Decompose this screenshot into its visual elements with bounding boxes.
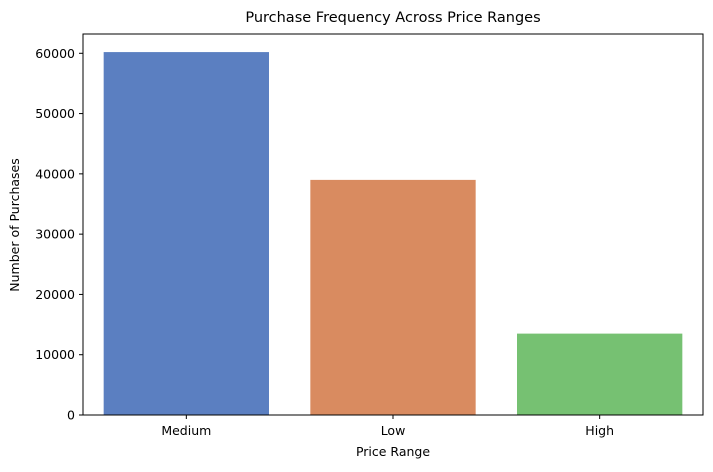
y-tick-label: 0 — [67, 408, 75, 423]
bar-medium — [103, 52, 270, 415]
y-tick-label: 20000 — [35, 287, 75, 302]
bar-high — [517, 333, 683, 415]
chart-title: Purchase Frequency Across Price Ranges — [245, 10, 540, 26]
y-tick-label: 30000 — [35, 227, 75, 242]
y-tick-label: 50000 — [35, 106, 75, 121]
plot-frame — [82, 33, 704, 416]
x-tick-label: Medium — [161, 423, 211, 438]
bar-low — [310, 179, 476, 415]
y-tick-label: 40000 — [35, 166, 75, 181]
x-axis-label: Price Range — [356, 444, 430, 459]
y-tick-label: 60000 — [35, 46, 75, 61]
x-tick-label: Low — [381, 423, 406, 438]
ticks-layer: Medium Low High 0 10000 20000 30000 40000 50000 6… — [35, 46, 614, 438]
bars-layer — [103, 52, 683, 415]
y-axis-label: Number of Purchases — [7, 158, 22, 291]
x-tick-label: High — [585, 423, 614, 438]
y-tick-label: 10000 — [35, 347, 75, 362]
